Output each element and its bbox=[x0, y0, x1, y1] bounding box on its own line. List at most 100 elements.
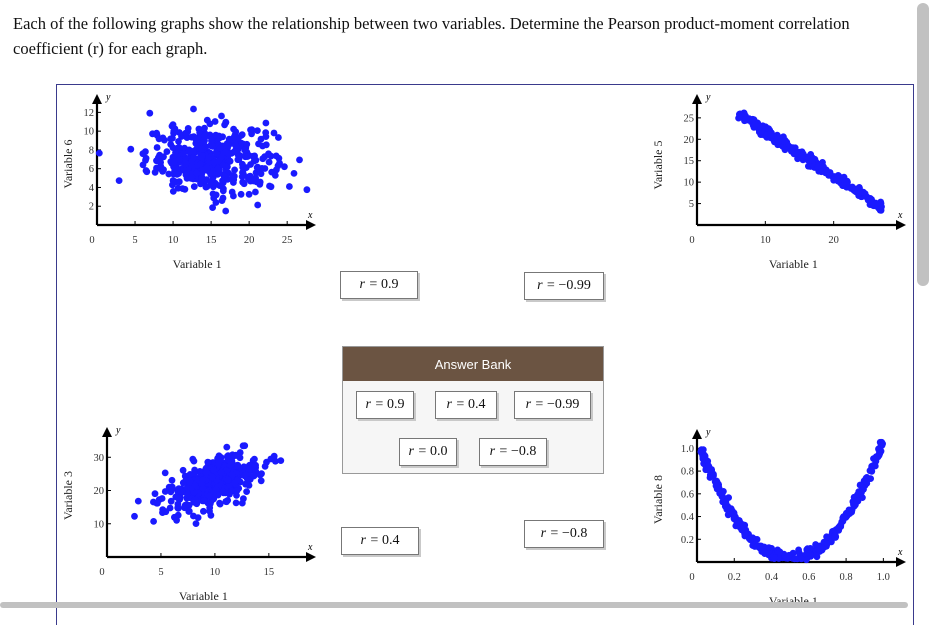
scatter-chart-variable-6: x y 0 5 10 15 20 25 2 4 6 8 10 12 Variable 1 Variable 6 bbox=[61, 92, 316, 271]
data-point bbox=[161, 488, 169, 495]
data-point bbox=[204, 458, 212, 466]
data-point bbox=[175, 144, 183, 151]
answer-option-neg-0-8[interactable]: r = −0.8 bbox=[479, 438, 547, 466]
r-symbol: r = bbox=[359, 277, 378, 292]
r-symbol: r = bbox=[446, 397, 465, 412]
r-symbol: r = bbox=[540, 526, 559, 541]
data-point bbox=[151, 168, 159, 176]
data-point bbox=[751, 121, 759, 129]
data-point bbox=[210, 159, 218, 166]
y-axis-label: Variable 6 bbox=[61, 140, 75, 189]
data-point bbox=[222, 118, 230, 126]
y-tick-label: 12 bbox=[84, 108, 95, 119]
data-point bbox=[830, 176, 838, 184]
data-point bbox=[179, 488, 186, 496]
data-point bbox=[228, 471, 236, 479]
data-point bbox=[303, 186, 311, 194]
data-point bbox=[191, 482, 199, 489]
data-point bbox=[290, 170, 298, 177]
data-point bbox=[697, 448, 705, 455]
data-point bbox=[741, 530, 749, 538]
data-point bbox=[202, 468, 210, 476]
data-point bbox=[740, 110, 748, 117]
data-point bbox=[180, 150, 187, 157]
data-point bbox=[231, 479, 239, 487]
data-point bbox=[233, 492, 240, 499]
data-point bbox=[210, 194, 218, 202]
answer-option-0-9[interactable]: r = 0.9 bbox=[356, 391, 414, 419]
x-tick-label: 1.0 bbox=[877, 572, 890, 583]
data-point bbox=[200, 132, 208, 140]
data-point bbox=[190, 512, 197, 520]
drop-target-graph-variable-6[interactable]: r = 0.9 bbox=[340, 271, 418, 299]
data-point bbox=[205, 154, 212, 162]
answer-option-0-4[interactable]: r = 0.4 bbox=[435, 391, 497, 419]
data-point bbox=[188, 174, 195, 181]
r-symbol: r = bbox=[360, 533, 379, 548]
drop-target-graph-variable-8[interactable]: r = −0.8 bbox=[524, 520, 604, 548]
answer-option-neg-0-99[interactable]: r = −0.99 bbox=[514, 391, 591, 419]
data-point bbox=[756, 123, 764, 130]
data-point bbox=[209, 204, 217, 211]
data-point bbox=[257, 477, 265, 485]
horizontal-scrollbar[interactable] bbox=[0, 602, 908, 608]
answer-option-0-0[interactable]: r = 0.0 bbox=[399, 438, 457, 466]
x-tick-label: 5 bbox=[158, 567, 163, 578]
data-point bbox=[218, 469, 225, 476]
data-point bbox=[848, 184, 856, 192]
data-point bbox=[281, 163, 288, 171]
data-point bbox=[232, 451, 240, 459]
scatter-chart-variable-5: x y 0 10 20 5 10 15 20 25 Variable 1 Variable 5 bbox=[651, 92, 906, 271]
y-tick-label: 10 bbox=[94, 519, 105, 530]
scatter-chart-variable-8: x y 0 0.2 0.4 0.6 0.8 1.0 0.2 0.4 0.6 0.8 1.0 Variabl… bbox=[651, 427, 906, 608]
data-point bbox=[220, 185, 227, 193]
origin-label: 0 bbox=[89, 235, 94, 246]
drop-target-graph-variable-3[interactable]: r = 0.4 bbox=[341, 527, 419, 555]
data-point bbox=[246, 465, 254, 473]
vertical-scrollbar-thumb[interactable] bbox=[917, 3, 929, 286]
data-point bbox=[839, 182, 846, 189]
r-symbol: r = bbox=[525, 397, 544, 412]
data-point bbox=[174, 511, 182, 519]
data-point bbox=[771, 554, 778, 562]
data-point bbox=[190, 105, 197, 113]
data-point bbox=[185, 148, 193, 156]
data-point bbox=[206, 492, 213, 500]
data-point bbox=[213, 150, 220, 157]
data-point bbox=[254, 201, 262, 209]
data-point bbox=[192, 140, 200, 147]
data-point bbox=[248, 126, 256, 134]
data-point bbox=[852, 501, 859, 509]
data-point bbox=[232, 499, 240, 507]
y-tick-label: 2 bbox=[89, 202, 94, 213]
data-point bbox=[710, 472, 717, 480]
x-tick-label: 20 bbox=[828, 235, 839, 246]
data-point bbox=[244, 153, 252, 160]
data-point bbox=[243, 140, 251, 148]
data-point bbox=[198, 145, 206, 153]
data-point bbox=[776, 548, 784, 556]
data-point bbox=[206, 504, 214, 512]
data-point bbox=[286, 183, 293, 190]
data-point bbox=[296, 156, 303, 164]
r-symbol: r = bbox=[489, 444, 508, 459]
x-tick-label: 0.6 bbox=[802, 572, 815, 583]
data-point bbox=[150, 518, 157, 525]
data-point bbox=[228, 188, 236, 196]
data-point bbox=[705, 463, 713, 471]
y-tick-label: 15 bbox=[684, 156, 695, 167]
data-point bbox=[224, 456, 232, 464]
drop-target-graph-variable-5[interactable]: r = −0.99 bbox=[524, 272, 604, 300]
y-axis-letter: y bbox=[705, 427, 711, 438]
answer-bank-title: Answer Bank bbox=[343, 347, 603, 381]
data-point bbox=[712, 482, 720, 490]
data-point bbox=[190, 470, 198, 477]
data-point bbox=[223, 498, 230, 506]
chip-value: −0.99 bbox=[558, 278, 591, 293]
x-axis-arrow bbox=[896, 220, 906, 230]
chip-value: 0.9 bbox=[380, 277, 399, 292]
data-point bbox=[182, 159, 190, 167]
data-point bbox=[155, 154, 162, 162]
data-point bbox=[739, 521, 747, 528]
y-tick-label: 25 bbox=[684, 113, 695, 124]
